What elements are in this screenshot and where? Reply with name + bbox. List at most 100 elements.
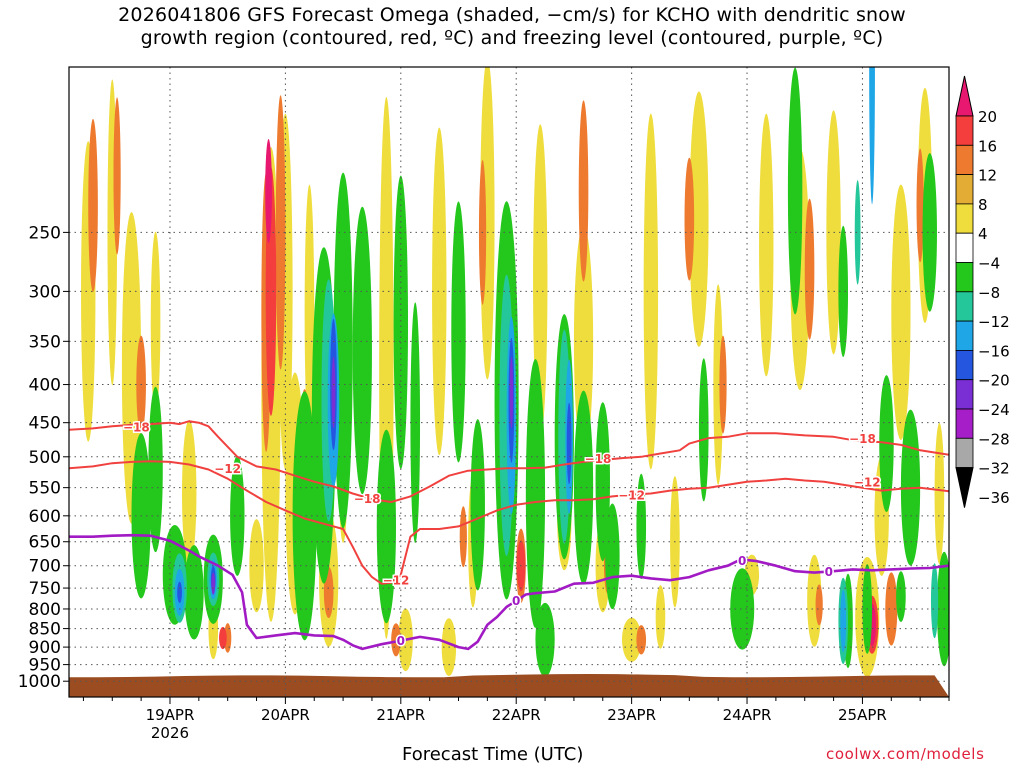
y-tick-label-350: 350 — [29, 332, 61, 352]
contour-label-1-3: −12 — [854, 476, 881, 490]
shade-cell-77 — [393, 175, 409, 469]
shade-cell-53 — [684, 157, 695, 281]
contour-label-0-1: −18 — [354, 492, 381, 506]
y-tick-label-600: 600 — [29, 507, 61, 527]
shade-cell-75 — [352, 206, 372, 495]
shade-cell-46 — [391, 623, 401, 657]
shade-cell-69 — [184, 545, 204, 640]
shade-cell-123 — [509, 356, 514, 429]
y-tick-label-800: 800 — [29, 600, 61, 620]
shade-cell-91 — [787, 67, 803, 315]
y-tick-label-500: 500 — [29, 448, 61, 468]
colorbar-label-7: −12 — [978, 313, 1010, 331]
shade-cell-52 — [636, 625, 647, 655]
grid-lines — [69, 67, 949, 697]
shade-cell-47 — [459, 506, 467, 568]
x-tick-label-19APR: 19APR — [146, 706, 195, 724]
x-tick-label-20APR: 20APR — [261, 706, 310, 724]
contour-label-1-1: −12 — [383, 573, 410, 587]
shade-cell-63 — [219, 626, 227, 650]
credit-link[interactable]: coolwx.com/models — [826, 745, 985, 763]
shade-cell-72 — [292, 391, 317, 641]
colorbar-swatch-11 — [955, 408, 974, 439]
y-tick-label-750: 750 — [29, 579, 61, 599]
contour-1 — [69, 460, 949, 585]
colorbar-swatch-2 — [955, 144, 974, 176]
shade-cell-92 — [838, 225, 849, 358]
colorbar-swatch-10 — [955, 379, 974, 410]
colorbar-label-4: 4 — [978, 225, 988, 243]
colorbar-swatch-6 — [955, 262, 974, 293]
colorbar-swatch-4 — [955, 203, 974, 234]
colorbar-label-10: −24 — [978, 401, 1010, 419]
colorbar-swatch-12 — [955, 437, 974, 468]
shade-cell-15 — [432, 127, 447, 456]
colorbar-label-5: −4 — [978, 255, 1000, 273]
shade-cell-19 — [533, 124, 548, 437]
colorbar-label-1: 16 — [978, 137, 997, 155]
contour-label-0-0: −18 — [123, 420, 150, 434]
shade-cell-119 — [566, 402, 572, 485]
shade-cell-121 — [211, 572, 216, 595]
colorbar-label-0: 20 — [978, 108, 997, 126]
terrain-surface — [69, 674, 949, 697]
shade-cell-37 — [655, 585, 666, 649]
chart-title: 2026041806 GFS Forecast Omega (shaded, −… — [118, 4, 906, 49]
y-tick-label-650: 650 — [29, 533, 61, 553]
colorbar-label-11: −28 — [978, 430, 1010, 448]
shade-cell-114 — [840, 589, 847, 653]
shade-cell-108 — [930, 563, 939, 639]
shade-cell-122 — [331, 356, 336, 429]
shade-cell-87 — [605, 503, 620, 610]
colorbar-swatch-1 — [955, 115, 974, 146]
contour-label-1-0: −12 — [214, 462, 241, 476]
colorbar-label-2: 12 — [978, 167, 997, 185]
contour-0 — [69, 420, 949, 503]
colorbar-label-3: 8 — [978, 196, 988, 214]
shade-cell-26 — [689, 91, 709, 347]
x-tick-label-21APR: 21APR — [376, 706, 425, 724]
y-tick-label-300: 300 — [29, 282, 61, 302]
shade-cell-88 — [636, 473, 647, 580]
colorbar-label-13: −36 — [978, 489, 1010, 507]
contour-label-1-2: −12 — [618, 489, 645, 503]
shade-cell-57 — [885, 572, 898, 646]
shade-cell-55 — [804, 198, 815, 340]
shade-cell-120 — [177, 581, 183, 604]
shade-cell-21 — [573, 225, 594, 458]
colorbar-label-12: −32 — [978, 460, 1010, 478]
colorbar-swatch-8 — [955, 320, 974, 351]
colorbar-label-9: −20 — [978, 372, 1010, 390]
colorbar-swatch-7 — [955, 291, 974, 322]
colorbar-swatch-5 — [955, 232, 974, 263]
y-tick-label-400: 400 — [29, 376, 61, 396]
y-tick-label-250: 250 — [29, 223, 61, 243]
x-tick-label-24APR: 24APR — [723, 706, 772, 724]
y-tick-label-550: 550 — [29, 479, 61, 499]
shade-cell-56 — [815, 584, 823, 626]
shade-cell-24 — [643, 113, 659, 470]
shade-cell-79 — [451, 201, 466, 463]
x-tick-label-23APR: 23APR — [607, 706, 656, 724]
y-tick-label-700: 700 — [29, 557, 61, 577]
shade-cell-32 — [891, 184, 911, 440]
y-tick-label-950: 950 — [29, 656, 61, 676]
y-tick-label-900: 900 — [29, 638, 61, 658]
contour-label-2-0: 0 — [397, 634, 405, 648]
colorbar-label-8: −16 — [978, 342, 1010, 360]
shade-cell-82 — [525, 359, 546, 628]
colorbar-swatch-9 — [955, 349, 974, 381]
shade-cell-83 — [535, 602, 555, 677]
contour-label-0-3: −18 — [849, 432, 876, 446]
contour-label-2-3: 0 — [825, 565, 833, 579]
shade-cell-58 — [916, 148, 924, 263]
shade-cell-54 — [719, 335, 727, 434]
shade-cell-67 — [148, 386, 163, 553]
shade-cell-89 — [698, 358, 709, 502]
shade-cell-107 — [854, 180, 861, 285]
shade-cell-99 — [896, 571, 906, 622]
colorbar-label-6: −8 — [978, 284, 1000, 302]
x-tick-label-25APR: 25APR — [838, 706, 887, 724]
